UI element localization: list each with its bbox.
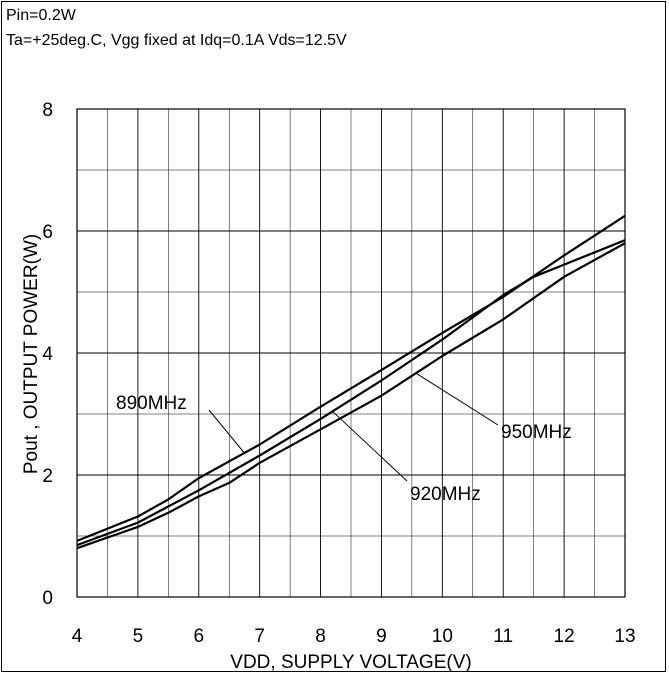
- callout-label-920mhz: 920MHz: [410, 484, 481, 505]
- callout-label-950mhz: 950MHz: [501, 422, 572, 443]
- x-tick-label: 4: [72, 626, 83, 647]
- series-line-950mhz: [76, 242, 626, 550]
- y-tick-label: 2: [42, 466, 53, 487]
- grid: [76, 108, 626, 598]
- plot-area-border: [76, 108, 626, 598]
- condition-bias: Ta=+25deg.C, Vgg fixed at Idq=0.1A Vds=1…: [6, 32, 347, 49]
- tick-labels: 4 5 6 7 8 9 10 11 12 13 0 2 4 6 8: [42, 100, 635, 647]
- x-tick-label: 10: [432, 626, 453, 647]
- callout-leader: [208, 409, 245, 454]
- x-tick-label: 12: [554, 626, 575, 647]
- x-tick-label: 13: [614, 626, 635, 647]
- x-tick-label: 11: [493, 626, 513, 647]
- x-tick-label: 9: [376, 626, 387, 647]
- y-tick-label: 0: [42, 588, 53, 609]
- x-tick-label: 6: [193, 626, 204, 647]
- callout-leader: [414, 372, 499, 426]
- callout-label-890mhz: 890MHz: [116, 393, 187, 414]
- series-lines: [76, 214, 626, 550]
- condition-pin: Pin=0.2W: [6, 7, 76, 24]
- x-tick-label: 5: [133, 626, 144, 647]
- x-tick-label: 8: [315, 626, 326, 647]
- y-axis-label: Pout , OUTPUT POWER(W): [21, 234, 42, 474]
- y-tick-label: 8: [42, 100, 53, 121]
- callout-leader: [332, 411, 408, 482]
- y-tick-label: 4: [42, 344, 53, 365]
- x-axis-label: VDD, SUPPLY VOLTAGE(V): [230, 652, 471, 673]
- y-tick-label: 6: [42, 222, 53, 243]
- callouts: 890MHz 920MHz 950MHz: [116, 372, 572, 505]
- series-line-920mhz: [76, 239, 626, 547]
- x-tick-label: 7: [254, 626, 265, 647]
